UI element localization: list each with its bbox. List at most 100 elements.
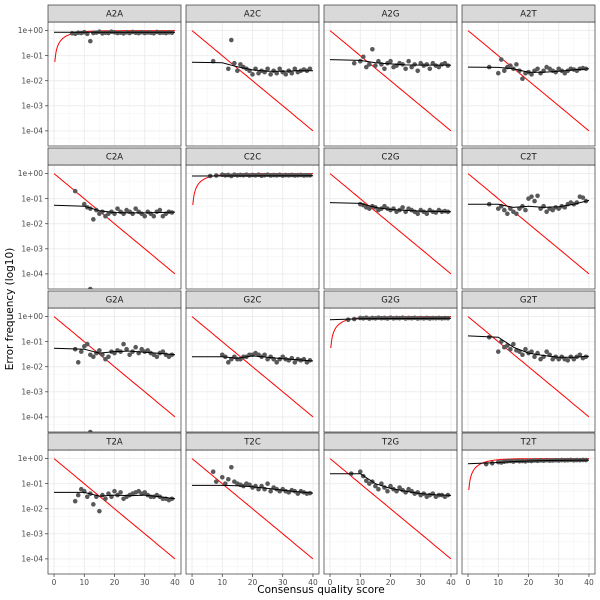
fitted-error-line [192, 355, 314, 362]
observed-point [514, 211, 519, 217]
fitted-error-line [191, 61, 313, 72]
observed-point [364, 64, 369, 70]
observed-point [508, 346, 513, 352]
observed-point [373, 63, 378, 68]
observed-point [106, 491, 111, 496]
observed-point [112, 488, 117, 494]
observed-point [495, 349, 501, 354]
observed-point [97, 508, 102, 514]
observed-point [397, 485, 402, 490]
facet-strip-label: G2A [106, 296, 124, 306]
facet-strip [185, 147, 320, 166]
fitted-error-line [330, 473, 452, 496]
x-tick-label: 40 [446, 578, 456, 587]
y-tick-label: 1e+00 [18, 26, 43, 35]
observed-point [229, 37, 234, 43]
observed-point [577, 352, 583, 358]
panel-data [191, 172, 314, 206]
observed-point [445, 63, 451, 68]
observed-point [235, 68, 240, 74]
fitted-error-line [329, 317, 452, 321]
observed-point [226, 360, 231, 365]
observed-point [544, 349, 549, 354]
observed-point [424, 62, 430, 67]
observed-point [88, 38, 93, 44]
observed-point [118, 490, 123, 495]
observed-point [130, 211, 135, 217]
x-tick-label: 20 [524, 578, 534, 587]
facet-strip [47, 290, 182, 309]
observed-point [268, 488, 273, 494]
observed-point [532, 354, 537, 360]
facet-strip-label: G2C [244, 296, 262, 306]
facet-strip-label: T2C [243, 438, 261, 448]
x-tick-label: 10 [79, 578, 89, 587]
observed-point [357, 469, 363, 475]
observed-point [424, 211, 430, 217]
observed-point [565, 358, 571, 363]
fitted-error-line [329, 59, 451, 66]
observed-point [520, 76, 525, 82]
facet-strip-label: A2A [106, 10, 123, 20]
observed-point [100, 352, 105, 358]
y-tick-label: 1e-03 [21, 529, 43, 538]
observed-point [385, 488, 390, 494]
fitted-error-line [467, 459, 590, 465]
observed-point [376, 58, 381, 64]
x-tick-label: 40 [584, 578, 594, 587]
x-tick-label: 40 [308, 578, 318, 587]
observed-point [388, 58, 393, 64]
observed-point [544, 209, 549, 215]
facet-panel-g2g: G2G [323, 290, 458, 433]
facet-panel-t2a: T2A [47, 432, 182, 575]
observed-point [97, 348, 102, 353]
observed-point [532, 198, 537, 204]
y-tick-label: 1e+00 [18, 312, 43, 321]
observed-point [403, 66, 408, 72]
observed-point [75, 492, 81, 498]
fitted-error-line [53, 347, 176, 356]
observed-point [502, 207, 507, 213]
observed-point [364, 478, 369, 484]
panel-data [329, 173, 452, 275]
observed-point [157, 207, 163, 213]
fitted-error-line [329, 202, 452, 213]
facet-panel-g2c: G2C [185, 290, 320, 433]
panel-data [467, 457, 590, 491]
observed-point [274, 70, 279, 76]
facet-panel-c2t: C2T [461, 147, 596, 290]
facet-strip-label: C2G [382, 153, 400, 163]
facet-strip-label: C2A [106, 153, 123, 163]
observed-point [520, 352, 525, 358]
facet-panel-c2g: C2G [323, 147, 458, 290]
observed-point [169, 30, 175, 36]
observed-point [436, 64, 442, 70]
observed-point [529, 349, 534, 354]
facet-strip [461, 147, 596, 166]
facet-strip [461, 290, 596, 309]
observed-point [265, 481, 270, 486]
observed-point [505, 211, 510, 217]
observed-point [370, 46, 375, 52]
observed-point [232, 60, 237, 66]
panel-data [191, 458, 314, 560]
facet-panel-a2t: A2T [461, 4, 596, 147]
panel-data [467, 173, 590, 275]
fitted-error-line [468, 199, 590, 208]
panel-data [53, 173, 176, 289]
y-axis-title: Error frequency (log10) [4, 248, 16, 371]
observed-point [489, 460, 495, 466]
observed-point [415, 68, 421, 74]
x-tick-label: 0 [52, 578, 57, 587]
observed-point [277, 66, 283, 72]
observed-point [133, 206, 138, 211]
facet-panel-t2c: T2C [185, 432, 320, 575]
y-tick-label: 1e-03 [21, 244, 43, 253]
facet-strip-label: G2T [520, 296, 538, 306]
y-tick-label: 1e-02 [21, 504, 43, 513]
facet-strip [323, 432, 458, 451]
observed-point [262, 352, 267, 358]
observed-point [91, 217, 96, 222]
observed-point [115, 206, 120, 211]
